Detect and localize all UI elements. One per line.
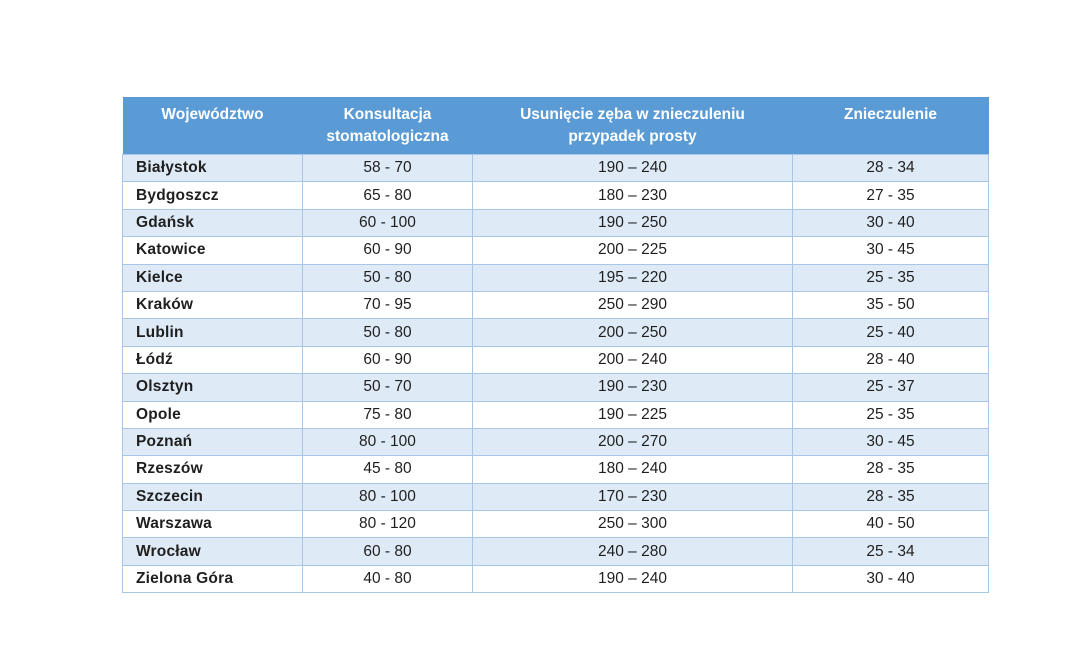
usuniecie-cell: 180 – 240 xyxy=(472,455,793,484)
konsultacja-cell: 60 - 90 xyxy=(302,236,473,265)
usuniecie-cell: 170 – 230 xyxy=(472,482,793,512)
znieczulenie-cell: 25 - 35 xyxy=(792,263,989,292)
city-cell: Kraków xyxy=(122,290,303,320)
city-cell: Warszawa xyxy=(122,510,303,539)
header-label-line2: stomatologiczna xyxy=(326,128,449,145)
dental-prices-table: Województwo Konsultacja stomatologiczna … xyxy=(122,97,989,594)
column-header-wojewodztwo: Województwo xyxy=(122,97,303,155)
konsultacja-cell: 60 - 80 xyxy=(302,537,473,566)
table-header: Województwo Konsultacja stomatologiczna … xyxy=(122,97,989,155)
city-cell: Szczecin xyxy=(122,482,303,512)
usuniecie-cell: 250 – 300 xyxy=(472,510,793,539)
header-label-line1: Konsultacja xyxy=(343,106,432,123)
header-label-line1: Usunięcie zęba w znieczuleniu xyxy=(520,106,745,123)
konsultacja-cell: 75 - 80 xyxy=(302,400,473,429)
table-row: Wrocław 60 - 80 240 – 280 25 - 34 xyxy=(122,537,989,566)
table-row: Białystok 58 - 70 190 – 240 28 - 34 xyxy=(122,153,989,183)
city-cell: Rzeszów xyxy=(122,455,303,484)
znieczulenie-cell: 25 - 37 xyxy=(792,373,989,402)
usuniecie-cell: 195 – 220 xyxy=(472,263,793,292)
usuniecie-cell: 190 – 225 xyxy=(472,400,793,429)
konsultacja-cell: 50 - 70 xyxy=(302,373,473,402)
usuniecie-cell: 200 – 270 xyxy=(472,427,793,457)
znieczulenie-cell: 25 - 40 xyxy=(792,318,989,347)
znieczulenie-cell: 28 - 34 xyxy=(792,153,989,183)
znieczulenie-cell: 30 - 40 xyxy=(792,208,989,238)
city-cell: Opole xyxy=(122,400,303,429)
table-body: Białystok 58 - 70 190 – 240 28 - 34 Bydg… xyxy=(122,153,989,594)
konsultacja-cell: 50 - 80 xyxy=(302,318,473,347)
usuniecie-cell: 240 – 280 xyxy=(472,537,793,566)
city-cell: Kielce xyxy=(122,263,303,292)
city-cell: Bydgoszcz xyxy=(122,181,303,210)
konsultacja-cell: 40 - 80 xyxy=(302,564,473,594)
konsultacja-cell: 58 - 70 xyxy=(302,153,473,183)
table-row: Gdańsk 60 - 100 190 – 250 30 - 40 xyxy=(122,208,989,238)
znieczulenie-cell: 28 - 35 xyxy=(792,482,989,512)
znieczulenie-cell: 25 - 34 xyxy=(792,537,989,566)
table-row: Katowice 60 - 90 200 – 225 30 - 45 xyxy=(122,236,989,265)
column-header-usuniecie: Usunięcie zęba w znieczuleniu przypadek … xyxy=(472,97,793,155)
znieczulenie-cell: 30 - 45 xyxy=(792,236,989,265)
znieczulenie-cell: 30 - 45 xyxy=(792,427,989,457)
table-row: Rzeszów 45 - 80 180 – 240 28 - 35 xyxy=(122,455,989,484)
table-row: Szczecin 80 - 100 170 – 230 28 - 35 xyxy=(122,482,989,512)
usuniecie-cell: 250 – 290 xyxy=(472,290,793,320)
table-row: Warszawa 80 - 120 250 – 300 40 - 50 xyxy=(122,510,989,539)
city-cell: Poznań xyxy=(122,427,303,457)
city-cell: Łódź xyxy=(122,345,303,375)
header-label: Województwo xyxy=(161,106,264,123)
header-label-line2: przypadek prosty xyxy=(568,128,697,145)
znieczulenie-cell: 40 - 50 xyxy=(792,510,989,539)
table-row: Łódź 60 - 90 200 – 240 28 - 40 xyxy=(122,345,989,375)
table-row: Zielona Góra 40 - 80 190 – 240 30 - 40 xyxy=(122,564,989,594)
city-cell: Wrocław xyxy=(122,537,303,566)
table-row: Lublin 50 - 80 200 – 250 25 - 40 xyxy=(122,318,989,347)
column-header-konsultacja: Konsultacja stomatologiczna xyxy=(302,97,473,155)
usuniecie-cell: 200 – 250 xyxy=(472,318,793,347)
table-row: Kielce 50 - 80 195 – 220 25 - 35 xyxy=(122,263,989,292)
znieczulenie-cell: 25 - 35 xyxy=(792,400,989,429)
znieczulenie-cell: 28 - 35 xyxy=(792,455,989,484)
city-cell: Lublin xyxy=(122,318,303,347)
usuniecie-cell: 190 – 240 xyxy=(472,153,793,183)
usuniecie-cell: 200 – 225 xyxy=(472,236,793,265)
usuniecie-cell: 180 – 230 xyxy=(472,181,793,210)
city-cell: Białystok xyxy=(122,153,303,183)
konsultacja-cell: 70 - 95 xyxy=(302,290,473,320)
table-row: Opole 75 - 80 190 – 225 25 - 35 xyxy=(122,400,989,429)
konsultacja-cell: 80 - 120 xyxy=(302,510,473,539)
znieczulenie-cell: 35 - 50 xyxy=(792,290,989,320)
konsultacja-cell: 50 - 80 xyxy=(302,263,473,292)
usuniecie-cell: 200 – 240 xyxy=(472,345,793,375)
table-row: Bydgoszcz 65 - 80 180 – 230 27 - 35 xyxy=(122,181,989,210)
table-header-row: Województwo Konsultacja stomatologiczna … xyxy=(122,97,989,155)
znieczulenie-cell: 28 - 40 xyxy=(792,345,989,375)
znieczulenie-cell: 27 - 35 xyxy=(792,181,989,210)
header-label: Znieczulenie xyxy=(843,106,938,123)
table-row: Poznań 80 - 100 200 – 270 30 - 45 xyxy=(122,427,989,457)
usuniecie-cell: 190 – 230 xyxy=(472,373,793,402)
konsultacja-cell: 45 - 80 xyxy=(302,455,473,484)
city-cell: Olsztyn xyxy=(122,373,303,402)
usuniecie-cell: 190 – 240 xyxy=(472,564,793,594)
konsultacja-cell: 80 - 100 xyxy=(302,427,473,457)
city-cell: Gdańsk xyxy=(122,208,303,238)
column-header-znieczulenie: Znieczulenie xyxy=(792,97,989,155)
city-cell: Katowice xyxy=(122,236,303,265)
city-cell: Zielona Góra xyxy=(122,564,303,594)
konsultacja-cell: 65 - 80 xyxy=(302,181,473,210)
table-row: Olsztyn 50 - 70 190 – 230 25 - 37 xyxy=(122,373,989,402)
znieczulenie-cell: 30 - 40 xyxy=(792,564,989,594)
konsultacja-cell: 60 - 100 xyxy=(302,208,473,238)
usuniecie-cell: 190 – 250 xyxy=(472,208,793,238)
konsultacja-cell: 80 - 100 xyxy=(302,482,473,512)
konsultacja-cell: 60 - 90 xyxy=(302,345,473,375)
table-row: Kraków 70 - 95 250 – 290 35 - 50 xyxy=(122,290,989,320)
